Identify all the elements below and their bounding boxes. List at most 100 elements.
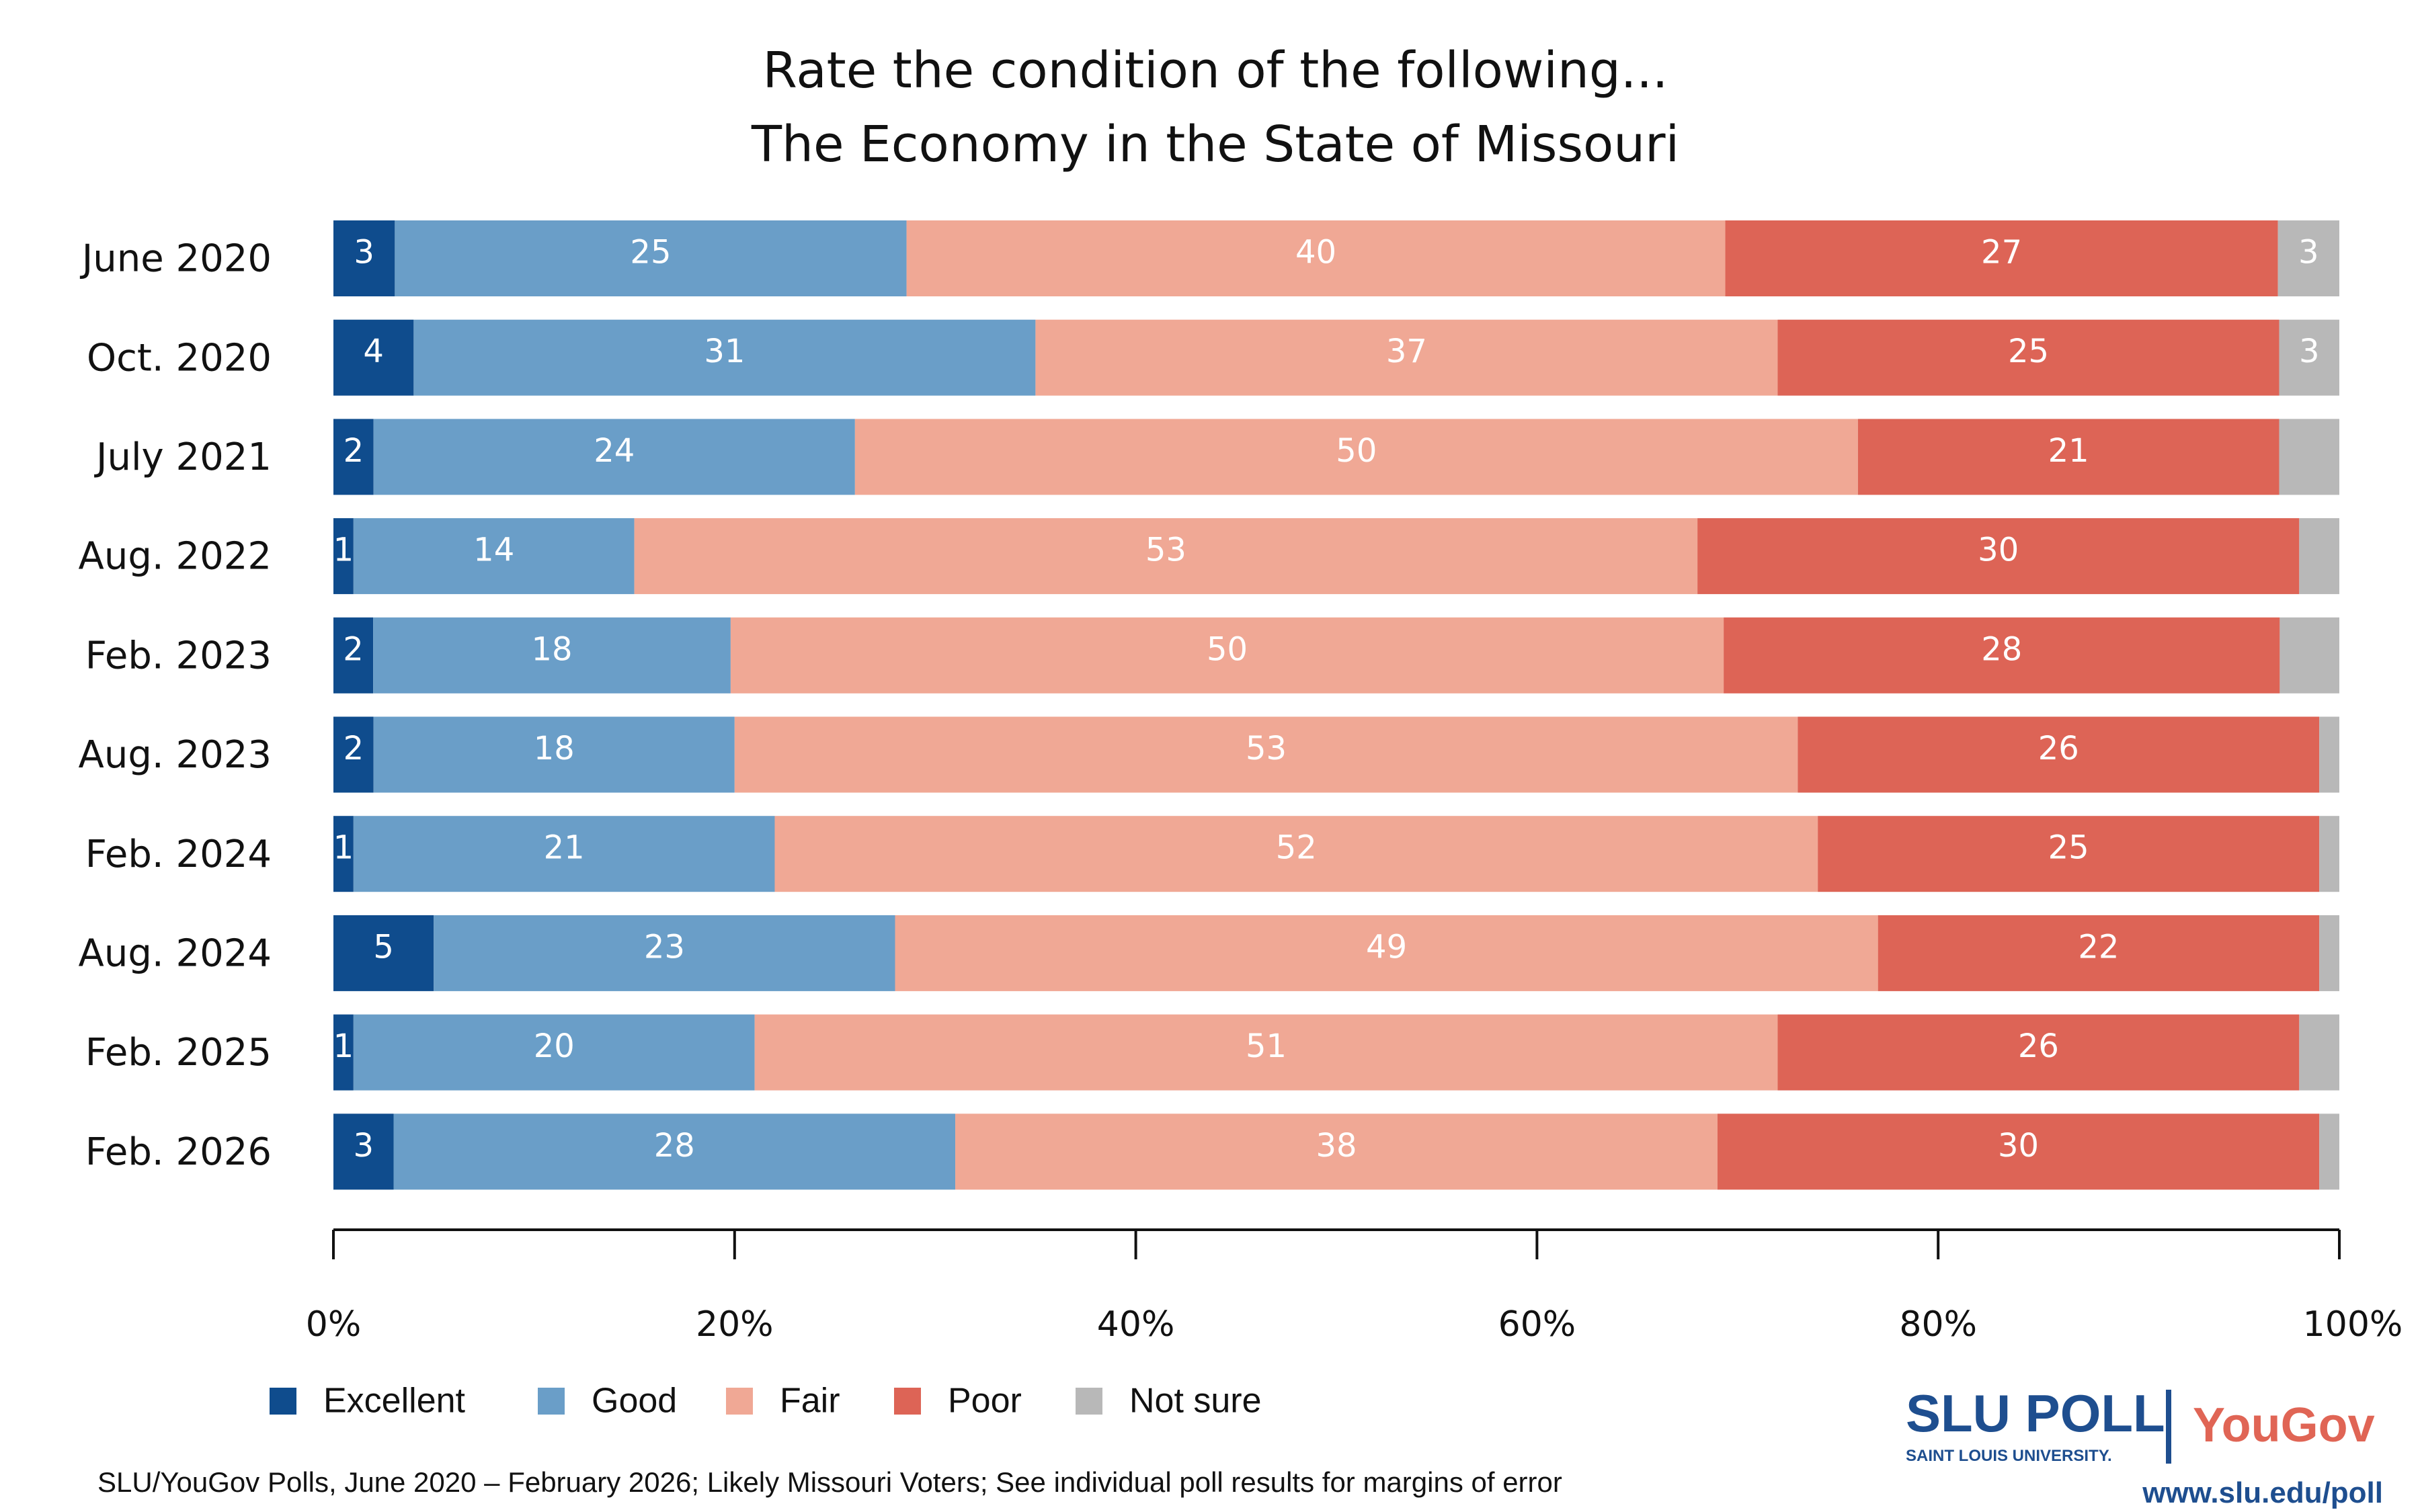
data-label: 25: [630, 234, 671, 271]
row-label: July 2021: [94, 435, 272, 479]
row-label: Feb. 2024: [85, 833, 272, 876]
bar-segment-poor: [1724, 617, 2280, 694]
data-label: 28: [654, 1127, 695, 1165]
chart-title-line-1: Rate the condition of the following...: [763, 42, 1668, 99]
legend: Excellent Good Fair Poor Not sure: [270, 1382, 1262, 1421]
bar-segment-fair: [734, 716, 1798, 793]
chart-title-line-2: The Economy in the State of Missouri: [751, 116, 1679, 173]
data-label: 52: [1276, 829, 1317, 867]
bar-segment-not-sure: [2279, 319, 2339, 396]
data-label: 23: [644, 928, 685, 966]
data-label: 1: [333, 829, 354, 867]
bar-segment-excellent: [333, 716, 374, 793]
bar-segment-good: [393, 1114, 956, 1190]
logo-slu-poll: SLU POLL: [1906, 1384, 2165, 1443]
legend-label: Good: [592, 1382, 677, 1421]
bar-segment-poor: [1818, 816, 2320, 892]
data-label: 2: [344, 432, 364, 470]
data-label: 51: [1246, 1027, 1287, 1065]
data-label: 21: [2048, 432, 2089, 470]
data-label: 3: [354, 234, 374, 271]
bar-segment-excellent: [333, 617, 374, 694]
row-label: Feb. 2023: [85, 634, 272, 677]
data-label: 4: [363, 333, 384, 370]
bar-segment-poor: [1857, 419, 2280, 495]
x-tick-label: 80%: [1899, 1304, 1977, 1345]
bar-segment-fair: [906, 220, 1726, 296]
bar-segment-poor: [1777, 319, 2280, 396]
bar-segment-not-sure: [2319, 816, 2339, 892]
data-label: 2: [343, 630, 364, 668]
bar-segment-excellent: [333, 915, 434, 991]
row-label: Oct. 2020: [87, 336, 272, 380]
data-label: 14: [473, 532, 514, 569]
data-label: 26: [2038, 730, 2079, 767]
data-label: 24: [594, 432, 635, 470]
data-label: 3: [2299, 333, 2320, 370]
bar-segment-fair: [774, 816, 1818, 892]
data-label: 50: [1207, 630, 1248, 668]
bar-segment-good: [413, 319, 1036, 396]
data-label: 40: [1295, 234, 1336, 271]
x-tick-label: 60%: [1498, 1304, 1576, 1345]
bar-segment-excellent: [333, 518, 354, 595]
footnote: SLU/YouGov Polls, June 2020 – February 2…: [97, 1466, 1562, 1498]
row-label: Aug. 2024: [79, 932, 272, 976]
bar-segment-poor: [1798, 716, 2320, 793]
bar-segment-good: [373, 716, 735, 793]
data-label: 27: [1981, 234, 2022, 271]
logo-url[interactable]: www.slu.edu/poll: [2142, 1476, 2383, 1509]
legend-swatch: [894, 1388, 921, 1415]
data-label: 25: [2048, 829, 2089, 867]
data-label: 3: [2298, 234, 2319, 271]
data-label: 18: [534, 730, 575, 767]
data-label: 31: [704, 333, 745, 370]
legend-swatch: [538, 1388, 565, 1415]
bar-segment-fair: [854, 419, 1858, 495]
data-label: 5: [373, 928, 394, 966]
data-label: 18: [531, 630, 572, 668]
x-tick-label: 0%: [306, 1304, 362, 1345]
bar-segment-good: [373, 419, 855, 495]
bar-segment-poor: [1717, 1114, 2320, 1190]
bar-segment-not-sure: [2319, 915, 2339, 991]
bar-segment-poor: [1878, 915, 2320, 991]
row-label: Aug. 2023: [79, 733, 272, 777]
legend-label: Poor: [948, 1382, 1022, 1421]
bar-segment-fair: [730, 617, 1724, 694]
bar-segment-excellent: [333, 220, 395, 296]
bar-segment-not-sure: [2319, 1114, 2339, 1190]
bar-segment-not-sure: [2279, 419, 2339, 495]
bar-segment-good: [353, 518, 635, 595]
bar-segment-fair: [1035, 319, 1778, 396]
data-label: 20: [534, 1027, 575, 1065]
row-label: Feb. 2026: [85, 1130, 272, 1174]
bar-segment-not-sure: [2280, 617, 2339, 694]
bar-segment-good: [434, 915, 895, 991]
data-label: 53: [1145, 532, 1186, 569]
bar-segment-not-sure: [2277, 220, 2339, 296]
data-label: 49: [1366, 928, 1407, 966]
bar-segment-fair: [955, 1114, 1718, 1190]
x-tick-label: 40%: [1097, 1304, 1175, 1345]
row-label: Aug. 2022: [79, 535, 272, 579]
bar-segment-not-sure: [2299, 518, 2339, 595]
bar-segment-good: [353, 1014, 755, 1091]
x-tick-label: 20%: [696, 1304, 774, 1345]
data-label: 22: [2078, 928, 2119, 966]
bar-segment-poor: [1777, 1014, 2300, 1091]
bar-segment-excellent: [333, 816, 354, 892]
data-label: 30: [1998, 1127, 2039, 1165]
bar-segment-fair: [634, 518, 1698, 595]
row-label: Feb. 2025: [85, 1031, 272, 1075]
x-tick-label: 100%: [2303, 1304, 2403, 1345]
bar-segment-good: [373, 617, 731, 694]
legend-swatch: [726, 1388, 753, 1415]
data-label: 2: [344, 730, 364, 767]
data-label: 37: [1386, 333, 1427, 370]
bar-segment-excellent: [333, 1114, 394, 1190]
data-label: 53: [1246, 730, 1287, 767]
legend-label: Excellent: [323, 1382, 466, 1421]
bar-segment-not-sure: [2319, 716, 2339, 793]
